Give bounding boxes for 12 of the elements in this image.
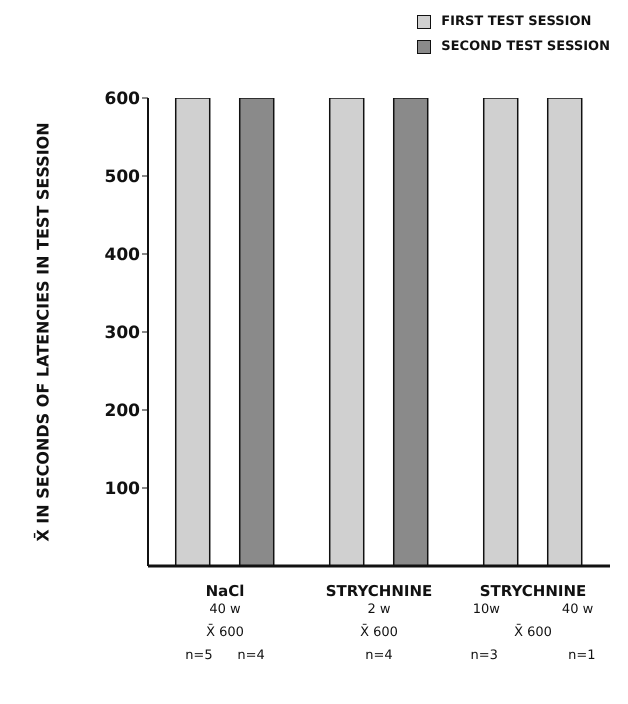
- x-tick-label: STRYCHNINE 2 w X̄ 600 n=4: [326, 582, 432, 663]
- y-tick-label: 300: [104, 323, 140, 344]
- legend-label: FIRST TEST SESSION: [441, 14, 592, 29]
- y-tick-label: 600: [104, 89, 140, 110]
- y-tick-label: 100: [104, 479, 140, 500]
- y-tick-label: 200: [104, 401, 140, 422]
- x-tick-label: NaCl 40 w X̄ 600 n=5 n=4: [185, 582, 265, 663]
- y-tick-label: 500: [104, 167, 140, 188]
- y-axis-title: X̄ IN SECONDS OF LATENCIES IN TEST SESSION: [32, 122, 53, 542]
- x-tick-label: STRYCHNINE 10w 40 w X̄ 600 n=3 n=1: [470, 582, 596, 663]
- y-tick-label: 400: [104, 245, 140, 266]
- legend-label: SECOND TEST SESSION: [441, 39, 610, 54]
